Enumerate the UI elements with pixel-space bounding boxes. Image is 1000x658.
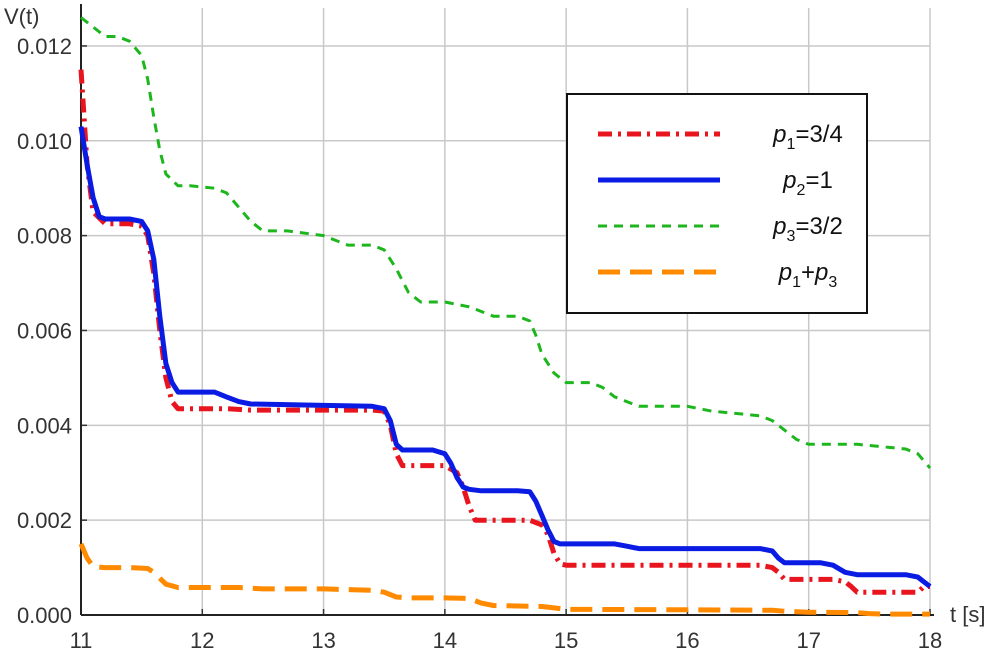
series-line-4 — [78, 542, 930, 617]
x-tick-label: 13 — [311, 628, 335, 653]
legend-symbol: p — [782, 167, 796, 194]
x-tick-label: 16 — [675, 628, 699, 653]
y-tick-label: 0.012 — [17, 34, 72, 59]
x-tick-label: 17 — [796, 628, 820, 653]
x-tick-label: 14 — [433, 628, 457, 653]
legend-label-3: p3=3/2 — [772, 213, 843, 245]
legend-symbol: p — [778, 259, 792, 286]
legend-rest: =3/4 — [795, 121, 842, 148]
legend-rest: + — [801, 259, 815, 286]
legend-subscript: 2 — [797, 182, 806, 199]
x-axis-title: t [s] — [950, 602, 985, 627]
series-layer — [78, 16, 932, 617]
y-tick-label: 0.000 — [17, 603, 72, 628]
series-line-3 — [80, 16, 932, 469]
legend-label-1: p1=3/4 — [772, 121, 843, 153]
legend-subscript: 3 — [828, 274, 837, 291]
legend: p1=3/4p2=1p3=3/2p1+p3 — [566, 93, 868, 314]
x-tick-label: 18 — [918, 628, 942, 653]
legend-rest: =3/2 — [795, 213, 842, 240]
legend-rest: =1 — [805, 167, 832, 194]
legend-symbol: p — [772, 121, 786, 148]
y-tick-label: 0.004 — [17, 413, 72, 438]
x-tick-label: 11 — [70, 628, 93, 653]
x-tick-label: 12 — [190, 628, 214, 653]
legend-subscript: 1 — [787, 136, 796, 153]
x-tick-label: 15 — [554, 628, 578, 653]
legend-subscript: 1 — [792, 274, 801, 291]
series-line-2 — [78, 126, 932, 589]
y-tick-label: 0.006 — [17, 318, 72, 343]
tick-labels: 11 12 13 14 15 16 17 180.0000.0020.0040.0060.00… — [17, 34, 942, 653]
y-tick-label: 0.008 — [17, 224, 72, 249]
legend-symbol: p — [772, 213, 786, 240]
legend-symbol: p — [814, 259, 828, 286]
legend-label-4: p1+p3 — [778, 259, 838, 291]
y-tick-label: 0.002 — [17, 508, 72, 533]
legend-box — [566, 93, 868, 314]
y-tick-label: 0.010 — [17, 129, 72, 154]
legend-subscript: 3 — [787, 228, 796, 245]
legend-label-2: p2=1 — [782, 167, 833, 199]
y-axis-title: V(t) — [4, 4, 39, 29]
